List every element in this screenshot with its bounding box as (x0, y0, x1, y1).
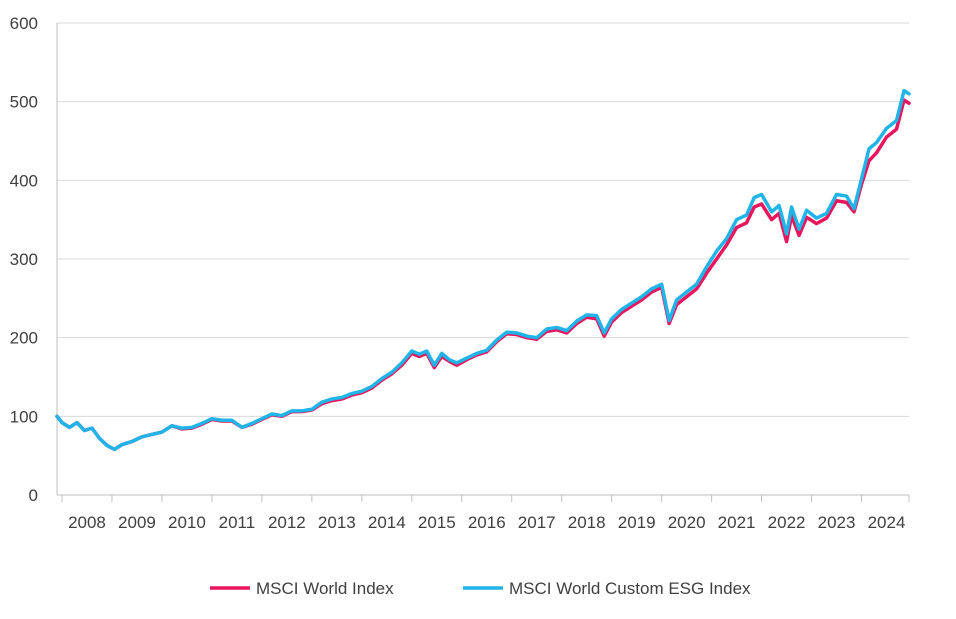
x-tick-label: 2022 (768, 513, 806, 532)
x-tick-label: 2008 (68, 513, 106, 532)
x-tick-label: 2011 (219, 513, 256, 532)
legend-label: MSCI World Custom ESG Index (509, 579, 751, 598)
y-tick-label: 500 (10, 93, 38, 112)
x-tick-label: 2016 (468, 513, 506, 532)
x-tick-label: 2018 (568, 513, 606, 532)
legend: MSCI World Index MSCI World Custom ESG In… (210, 579, 751, 598)
y-tick-label: 200 (10, 329, 38, 348)
y-tick-label: 400 (10, 171, 38, 190)
x-tick-label: 2015 (418, 513, 456, 532)
series-lines (55, 88, 911, 452)
x-tick-label: 2010 (168, 513, 206, 532)
x-tick-label: 2019 (618, 513, 656, 532)
x-tick-labels: 2008 2009 2010 2011 2012 2013 2014 2015 2016 2017… (68, 513, 905, 532)
x-tick-label: 2023 (818, 513, 856, 532)
series-line-msci-world-index (55, 98, 911, 452)
x-tick-label: 2020 (668, 513, 706, 532)
x-tick-label: 2024 (868, 513, 906, 532)
y-tick-label: 0 (29, 486, 38, 505)
x-tick-label: 2021 (718, 513, 756, 532)
x-tick-label: 2017 (518, 513, 556, 532)
y-tick-label: 300 (10, 250, 38, 269)
x-tick-label: 2014 (368, 513, 406, 532)
series-line-msci-world-custom-esg-index (55, 88, 911, 452)
x-tick-label: 2009 (118, 513, 156, 532)
y-tick-label: 100 (10, 407, 38, 426)
legend-label: MSCI World Index (256, 579, 394, 598)
gridlines (57, 22, 909, 417)
y-tick-labels: 0 100 200 300 400 500 600 (10, 14, 38, 505)
x-tick-label: 2012 (268, 513, 306, 532)
y-tick-label: 600 (10, 14, 38, 33)
x-tick-label: 2013 (318, 513, 356, 532)
